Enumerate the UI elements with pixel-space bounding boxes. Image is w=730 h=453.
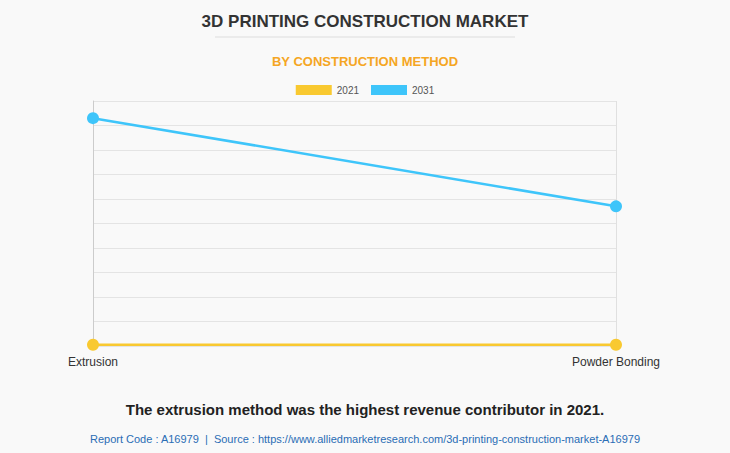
svg-text:BY CONSTRUCTION METHOD: BY CONSTRUCTION METHOD: [272, 54, 458, 69]
svg-text:The extrusion method was the h: The extrusion method was the highest rev…: [126, 401, 604, 418]
svg-text:Report Code : A16979 | Sourc: Report Code : A16979 | Source : https://…: [90, 433, 640, 445]
svg-text:2021: 2021: [337, 85, 360, 96]
svg-text:Powder Bonding: Powder Bonding: [572, 355, 660, 369]
svg-text:Extrusion: Extrusion: [68, 355, 118, 369]
svg-text:3D PRINTING CONSTRUCTION MARKE: 3D PRINTING CONSTRUCTION MARKET: [202, 12, 529, 31]
svg-text:2031: 2031: [412, 85, 435, 96]
